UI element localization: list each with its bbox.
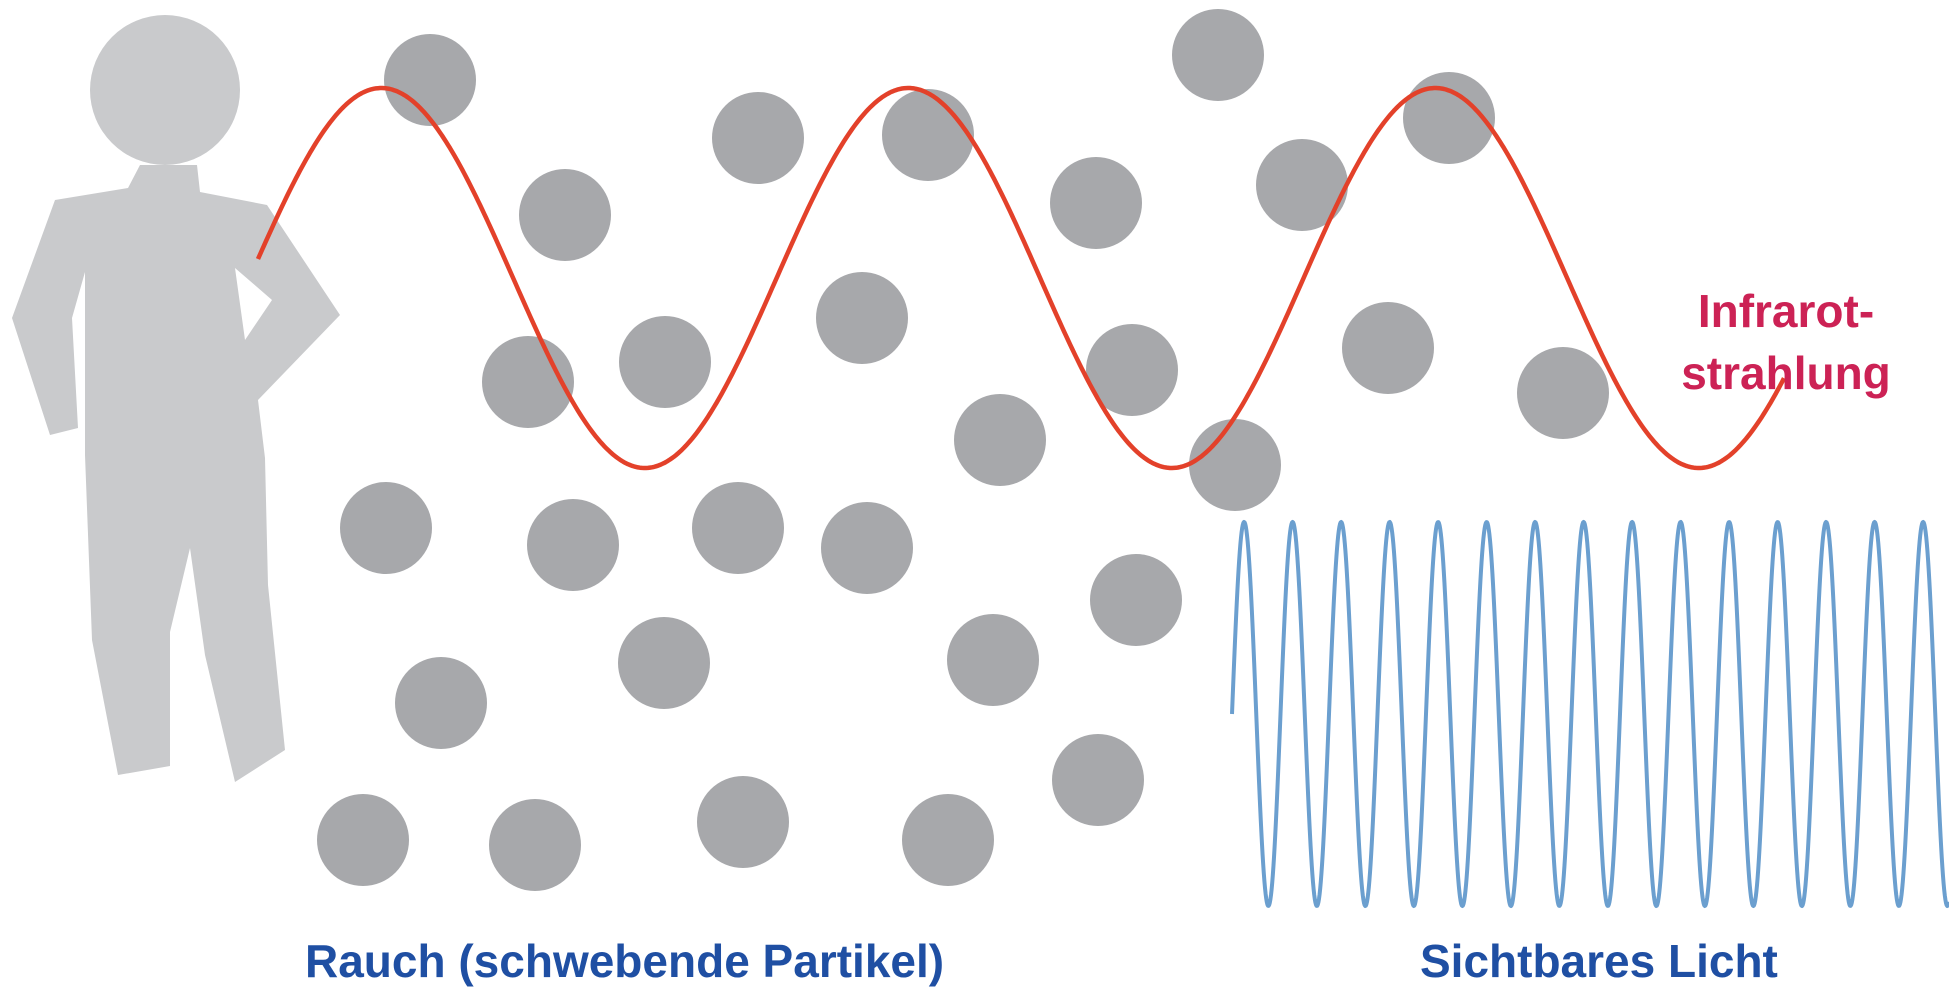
smoke-particles	[317, 9, 1609, 891]
person-body	[12, 165, 340, 782]
smoke-particle	[692, 482, 784, 574]
smoke-particle	[882, 89, 974, 181]
smoke-particle	[712, 92, 804, 184]
infrared-label-line2: strahlung	[1681, 347, 1891, 399]
infrared-wave-line	[255, 85, 1787, 471]
smoke-particle	[317, 794, 409, 886]
smoke-particle	[902, 794, 994, 886]
smoke-particle	[1090, 554, 1182, 646]
smoke-particle	[1403, 72, 1495, 164]
smoke-particle	[489, 799, 581, 891]
smoke-particle	[340, 482, 432, 574]
smoke-particle	[519, 169, 611, 261]
smoke-particle	[618, 617, 710, 709]
smoke-particle	[1050, 157, 1142, 249]
infrared-label-line1: Infrarot-	[1697, 285, 1875, 337]
smoke-particle	[954, 394, 1046, 486]
smoke-particle	[1086, 324, 1178, 416]
smoke-particle	[816, 272, 908, 364]
smoke-particle	[1342, 302, 1434, 394]
smoke-particle	[395, 657, 487, 749]
smoke-particle	[384, 34, 476, 126]
smoke-particle	[821, 502, 913, 594]
smoke-particle	[619, 316, 711, 408]
smoke-particle	[1172, 9, 1264, 101]
person-silhouette-icon	[12, 15, 340, 782]
infrared-label: Infrarot- strahlung	[1671, 280, 1901, 404]
smoke-particle	[1189, 419, 1281, 511]
smoke-particle	[947, 614, 1039, 706]
smoke-particle	[1052, 734, 1144, 826]
smoke-particle	[697, 776, 789, 868]
person-head	[90, 15, 240, 165]
infrared-wave	[255, 85, 1787, 471]
smoke-particle	[527, 499, 619, 591]
visible-light-wave-line	[1230, 520, 1949, 908]
smoke-label: Rauch (schwebende Partikel)	[305, 935, 945, 987]
visible-light-wave	[1230, 520, 1949, 908]
visible-light-label: Sichtbares Licht	[1420, 935, 1778, 987]
smoke-particle	[1256, 139, 1348, 231]
smoke-particle	[1517, 347, 1609, 439]
